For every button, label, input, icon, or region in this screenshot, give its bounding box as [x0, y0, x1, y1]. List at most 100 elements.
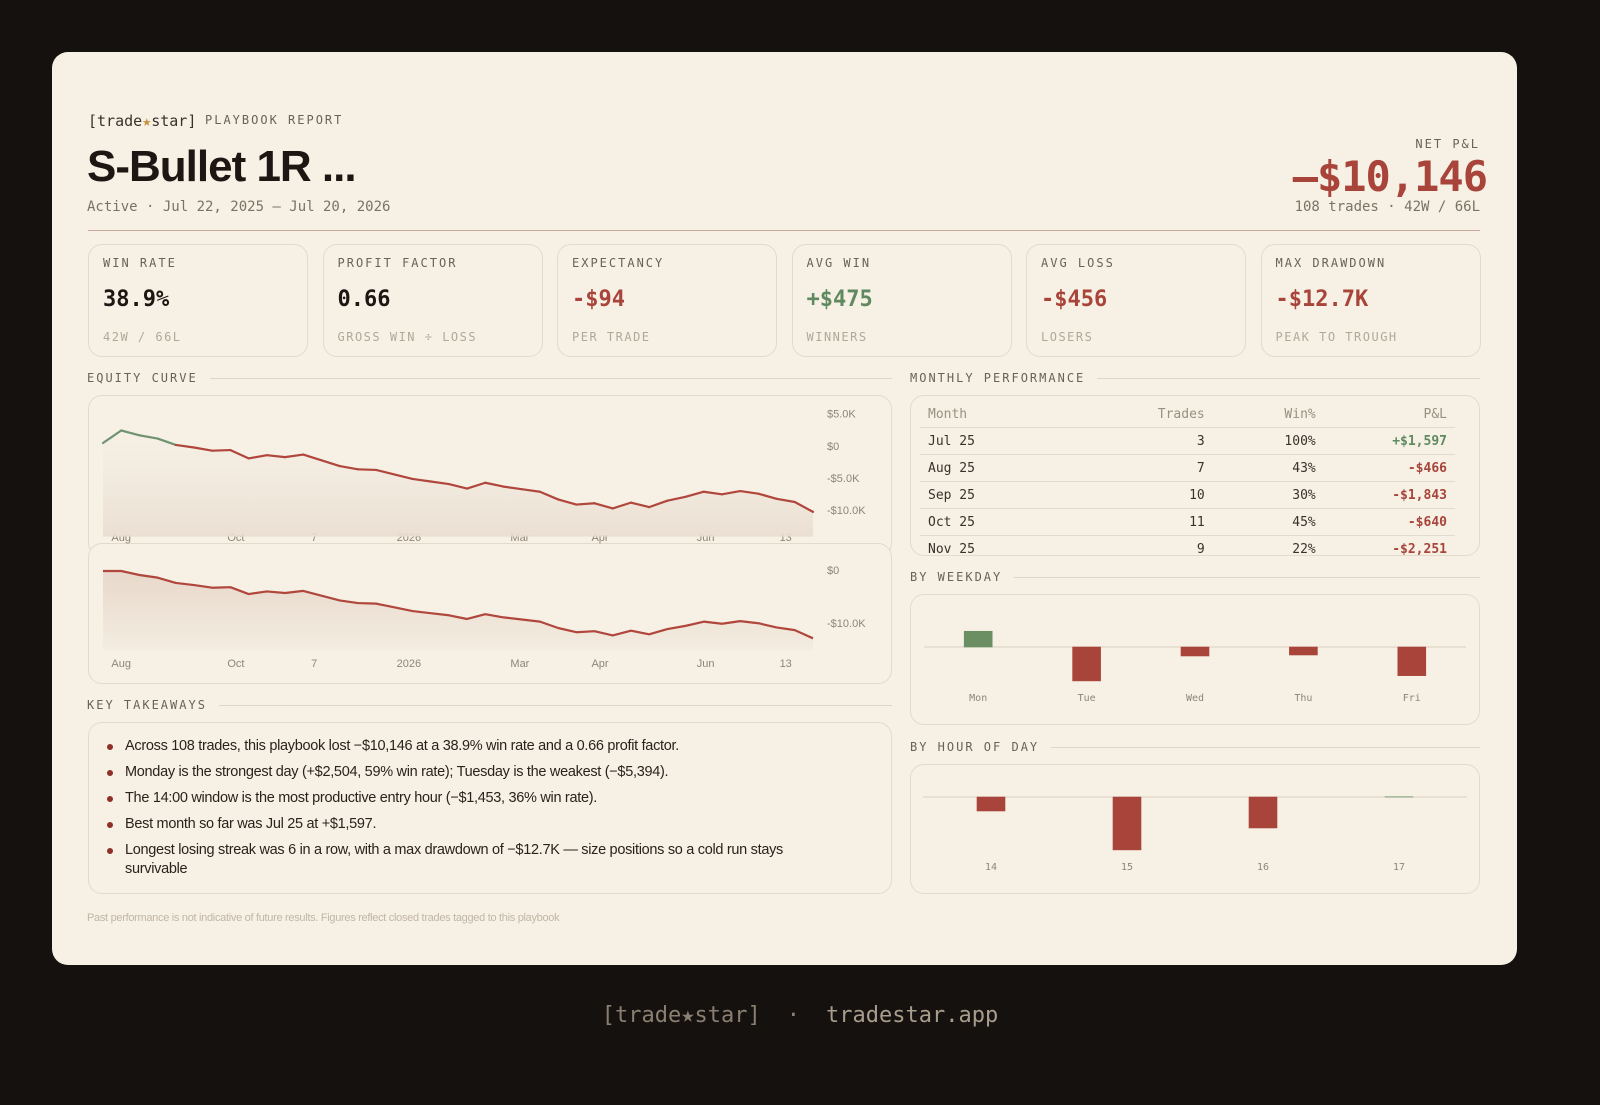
- table-cell: -$640: [1323, 508, 1455, 536]
- takeaways-panel: Across 108 trades, this playbook lost −$…: [88, 722, 892, 894]
- line-segment: [374, 468, 396, 476]
- takeaway-text: Across 108 trades, this playbook lost −$…: [125, 738, 679, 754]
- line-segment: [265, 454, 287, 459]
- line-segment: [101, 429, 123, 445]
- kpi-card: AVG LOSS -$456 LOSERS: [1026, 244, 1246, 357]
- x-tick-label: 13: [780, 658, 792, 670]
- line-segment: [283, 453, 305, 459]
- bullet: [107, 770, 113, 776]
- x-tick-label: 7: [311, 658, 317, 670]
- line-segment: [520, 488, 542, 493]
- subtitle: Active · Jul 22, 2025 – Jul 20, 2026: [87, 199, 391, 215]
- table-cell: Jul 25: [920, 427, 1037, 455]
- section-title: BY WEEKDAY: [910, 570, 1003, 584]
- takeaway: Longest losing streak was 6 in a row, wi…: [105, 841, 825, 879]
- table-row: Nov 25 9 22% -$2,251: [920, 535, 1455, 555]
- column-header: P&L: [1323, 402, 1455, 428]
- table-cell: 10: [1036, 481, 1213, 509]
- bar: [1397, 646, 1427, 676]
- kpi-label: AVG LOSS: [1041, 256, 1115, 270]
- kpi-value: 38.9%: [103, 287, 170, 312]
- kpi-card: PROFIT FACTOR 0.66 GROSS WIN ÷ LOSS: [322, 244, 543, 357]
- table-cell: Oct 25: [920, 508, 1037, 536]
- brand: [trade★star]: [88, 112, 196, 130]
- line-segment: [320, 459, 341, 468]
- footer-brand: [trade: [601, 1003, 682, 1028]
- line-segment: [356, 468, 378, 472]
- x-tick-label: 17: [1393, 862, 1405, 873]
- table-row: Aug 25 7 43% -$466: [920, 454, 1455, 482]
- column-header: Trades: [1036, 402, 1213, 428]
- line-segment: [302, 453, 323, 462]
- x-tick-label: Mon: [969, 693, 987, 704]
- x-tick-label: Thu: [1294, 693, 1312, 704]
- kpi-detail: WINNERS: [806, 330, 868, 344]
- y-tick-label: $0: [827, 441, 839, 453]
- monthly-table: Month Trades Win% P&L Jul 25 3 100% +$1,597 Aug …: [920, 402, 1455, 555]
- footer-brand-star: ★: [681, 1003, 695, 1028]
- brand-part: [trade: [88, 112, 143, 130]
- table-header-row: Month Trades Win% P&L: [920, 402, 1455, 428]
- table-cell: 43%: [1212, 454, 1324, 482]
- x-tick-label: 2026: [397, 658, 421, 670]
- line-segment: [192, 446, 214, 452]
- x-tick-label: 14: [985, 862, 997, 873]
- column-header: Win%: [1212, 402, 1324, 428]
- kpi-label: PROFIT FACTOR: [337, 256, 458, 270]
- kpi-value: -$94: [572, 287, 625, 312]
- x-tick-label: Fri: [1403, 693, 1421, 704]
- kpi-label: MAX DRAWDOWN: [1275, 256, 1387, 270]
- line-segment: [593, 502, 614, 510]
- table-cell: 22%: [1212, 535, 1324, 555]
- line-segment: [484, 481, 505, 488]
- section-header: BY WEEKDAY: [910, 569, 1480, 585]
- kpi-value: -$456: [1041, 287, 1108, 312]
- kpi-detail: PER TRADE: [572, 330, 651, 344]
- table-cell: 45%: [1212, 508, 1324, 536]
- line-segment: [666, 495, 687, 502]
- line-segment: [502, 485, 523, 491]
- kpi-detail: PEAK TO TROUGH: [1275, 330, 1398, 344]
- hour-panel: [910, 764, 1480, 894]
- table-cell: -$1,843: [1323, 481, 1455, 509]
- area: [103, 430, 813, 537]
- bar: [1289, 646, 1318, 656]
- footer-url: tradestar.app: [826, 1003, 999, 1028]
- kpi-label: EXPECTANCY: [572, 256, 665, 270]
- bar: [1180, 646, 1210, 657]
- table-cell: -$2,251: [1323, 535, 1455, 555]
- line-segment: [174, 443, 196, 449]
- takeaway-text: Longest losing streak was 6 in a row, wi…: [125, 842, 784, 877]
- table-cell: 3: [1036, 427, 1213, 455]
- line-segment: [247, 454, 268, 460]
- line-segment: [120, 429, 141, 437]
- table-row: Oct 25 11 45% -$640: [920, 508, 1455, 536]
- x-tick-label: 7: [311, 532, 317, 544]
- table-row: Jul 25 3 100% +$1,597: [920, 427, 1455, 455]
- table-row: Sep 25 10 30% -$1,843: [920, 481, 1455, 509]
- net-pnl-label: NET P&L: [1415, 137, 1480, 151]
- table-cell: 100%: [1212, 427, 1324, 455]
- report-label: PLAYBOOK REPORT: [205, 113, 344, 127]
- line-segment: [629, 501, 651, 509]
- x-tick-label: Apr: [591, 658, 608, 670]
- section-header: BY HOUR OF DAY: [910, 739, 1480, 755]
- net-pnl-value: –$10,146: [1292, 152, 1488, 201]
- kpi-card: MAX DRAWDOWN -$12.7K PEAK TO TROUGH: [1260, 244, 1481, 357]
- section-title: EQUITY CURVE: [87, 371, 198, 385]
- y-tick-label: $0: [827, 565, 839, 577]
- section-title: BY HOUR OF DAY: [910, 740, 1040, 754]
- line-segment: [720, 489, 742, 496]
- disclaimer: Past performance is not indicative of fu…: [87, 912, 560, 924]
- line-segment: [739, 489, 760, 495]
- weekday-panel: [910, 594, 1480, 725]
- x-tick-label: Tue: [1078, 693, 1096, 704]
- line: [103, 569, 814, 640]
- line-segment: [156, 437, 177, 447]
- bar: [1112, 796, 1142, 851]
- line-segment: [648, 499, 669, 509]
- table-cell: Aug 25: [920, 454, 1037, 482]
- table-cell: 30%: [1212, 481, 1324, 509]
